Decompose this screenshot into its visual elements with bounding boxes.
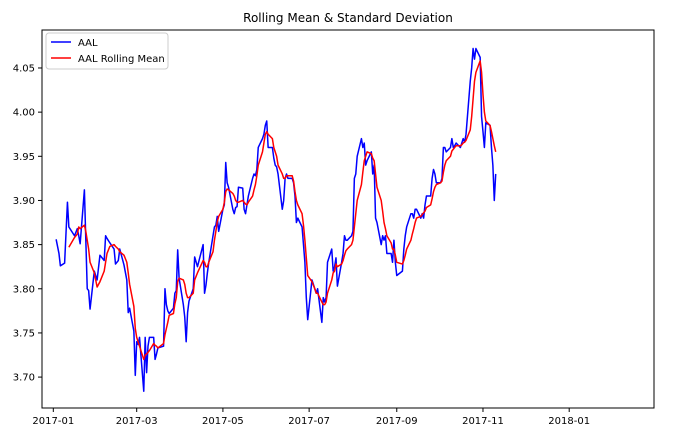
- x-tick-label: 2017-07: [288, 416, 330, 427]
- y-tick-label: 3.85: [13, 240, 35, 251]
- plot-frame: [41, 29, 655, 409]
- x-tick-label: 2017-09: [376, 416, 418, 427]
- y-tick-label: 4.00: [13, 108, 35, 119]
- x-axis: 2017-01 2017-03 2017-05 2017-07 2017-09 2017-…: [32, 408, 590, 427]
- y-tick-label: 4.05: [13, 63, 35, 74]
- legend-label: AAL: [78, 38, 98, 49]
- chart-title: Rolling Mean & Standard Deviation: [243, 11, 453, 25]
- legend: AAL AAL Rolling Mean: [45, 32, 169, 70]
- series-line-aal-rolling-mean: [68, 60, 497, 361]
- x-tick-label: 2017-01: [32, 416, 74, 427]
- x-tick-label: 2018-01: [548, 416, 590, 427]
- y-tick-label: 3.95: [13, 152, 35, 163]
- x-tick-label: 2017-05: [202, 416, 244, 427]
- y-tick-label: 3.70: [13, 373, 35, 384]
- x-tick-label: 2017-03: [116, 416, 158, 427]
- legend-label: AAL Rolling Mean: [78, 54, 165, 65]
- y-tick-label: 3.75: [13, 328, 35, 339]
- y-tick-label: 3.80: [13, 284, 35, 295]
- y-tick-label: 3.90: [13, 196, 35, 207]
- y-axis: 3.70 3.75 3.80 3.85 3.90 3.95 4.00 4.05: [13, 63, 42, 384]
- x-tick-label: 2017-11: [462, 416, 504, 427]
- legend-box: [45, 32, 169, 70]
